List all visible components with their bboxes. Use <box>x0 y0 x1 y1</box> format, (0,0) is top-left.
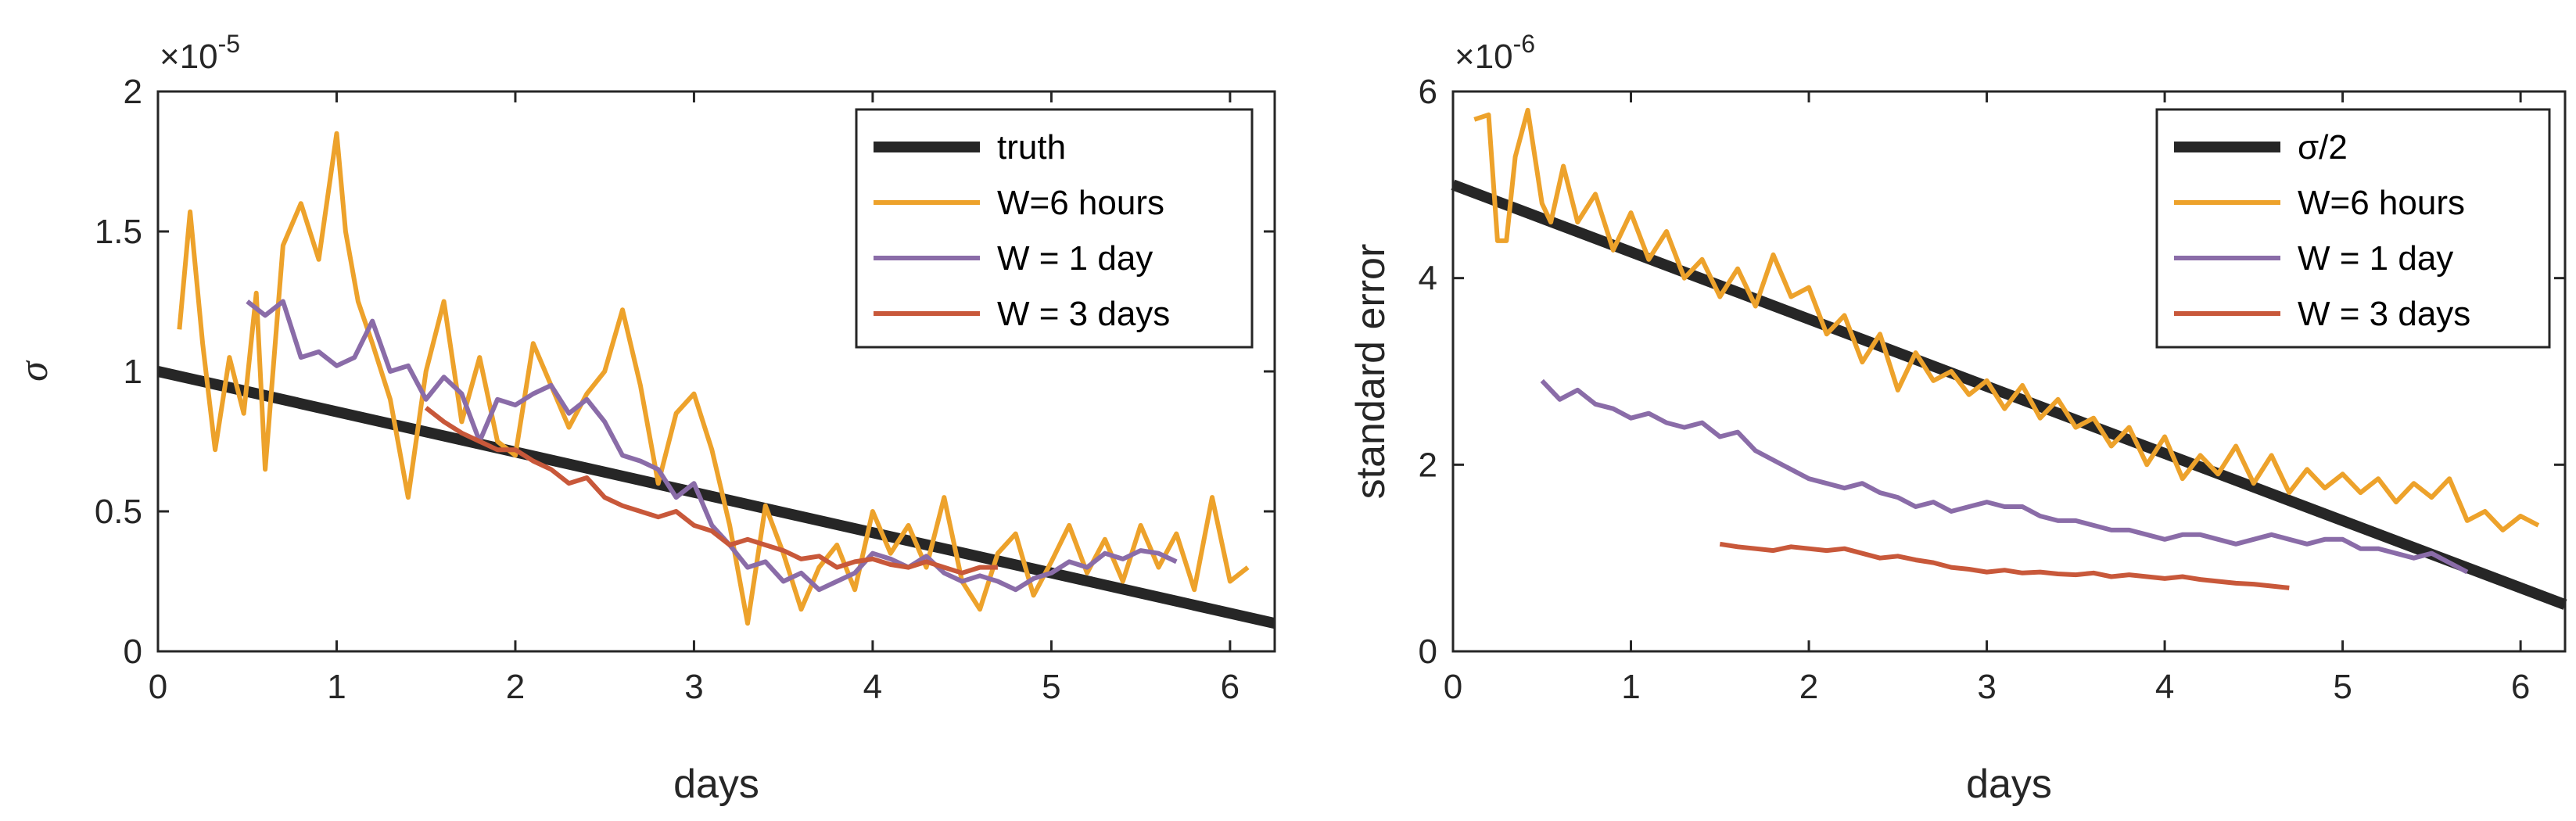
legend-entry: truth <box>997 128 1066 167</box>
plot-area-box <box>1451 90 2567 653</box>
x-tick-label: 2 <box>506 668 525 706</box>
legend-entry: W = 3 days <box>2298 295 2470 333</box>
x-axis-label: days <box>1966 762 2052 807</box>
series-line--2 <box>1451 179 2567 610</box>
y-tick-label: 0 <box>1419 633 1437 671</box>
y-axis-label: standard error <box>1348 244 1394 500</box>
x-tick-label: 1 <box>327 668 346 706</box>
y-tick-label: 0 <box>124 633 142 671</box>
series-line-w-3-days <box>1719 541 2290 590</box>
x-tick-label: 0 <box>149 668 167 706</box>
y-tick-label: 0.5 <box>95 493 142 531</box>
x-tick-label: 4 <box>2155 668 2174 706</box>
series-line-w-1-day <box>246 299 1178 593</box>
y-axis-exponent-value: -5 <box>218 30 240 58</box>
legend-entry: σ/2 <box>2298 128 2348 167</box>
y-tick-label: 6 <box>1419 73 1437 111</box>
x-tick-label: 5 <box>2333 668 2352 706</box>
x-tick-label: 4 <box>863 668 882 706</box>
y-tick-label: 2 <box>1419 446 1437 484</box>
legend-entry: W = 3 days <box>997 295 1170 333</box>
legend-entry: W=6 hours <box>2298 184 2465 222</box>
x-tick-label: 2 <box>1799 668 1818 706</box>
chart-panel-1: 0 1 2 3 4 5 6 0 0.5 1 1.5 2 ×10-5 days σ truth W=6 hours… <box>12 30 1276 807</box>
x-tick-label: 3 <box>684 668 703 706</box>
x-tick-label: 1 <box>1621 668 1640 706</box>
series-line-w-6-hours <box>177 131 1250 626</box>
legend-entry: W = 1 day <box>997 239 1153 278</box>
y-axis-exponent: ×10-5 <box>160 30 240 76</box>
series-line-w-6-hours <box>1473 107 2540 532</box>
series-line-truth <box>156 366 1276 629</box>
y-tick-label: 2 <box>124 73 142 111</box>
series-line-w-3-days <box>424 406 998 575</box>
x-tick-label: 6 <box>2511 668 2530 706</box>
y-tick-label: 4 <box>1419 260 1437 298</box>
x-tick-label: 3 <box>1977 668 1996 706</box>
x-tick-label: 6 <box>1221 668 1240 706</box>
legend-entry: W=6 hours <box>997 184 1164 222</box>
y-tick-label: 1.5 <box>95 213 142 251</box>
series-line-w-1-day <box>1540 378 2469 575</box>
legend-entry: W = 1 day <box>2298 239 2453 278</box>
x-tick-label: 0 <box>1444 668 1462 706</box>
chart-panel-2: 0 1 2 3 4 5 6 0 2 4 6 ×10-6 days standard error σ/2 W=6… <box>1348 30 2567 807</box>
y-axis-exponent-value: -6 <box>1513 30 1535 58</box>
x-axis-label: days <box>673 762 759 807</box>
legend: truth W=6 hours W = 1 day W = 3 days <box>855 108 1254 349</box>
y-axis-exponent: ×10-6 <box>1455 30 1535 76</box>
x-tick-label: 5 <box>1042 668 1060 706</box>
y-axis-label: σ <box>12 360 56 382</box>
legend: σ/2 W=6 hours W = 1 day W = 3 days <box>2155 108 2551 349</box>
y-tick-label: 1 <box>124 353 142 391</box>
